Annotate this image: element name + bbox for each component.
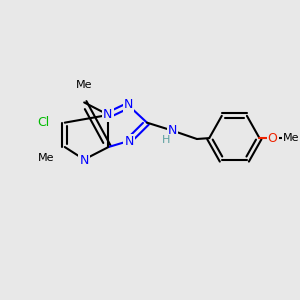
Text: N: N — [124, 98, 133, 111]
Text: N: N — [168, 124, 177, 137]
Text: Cl: Cl — [38, 116, 50, 129]
Text: N: N — [124, 136, 134, 148]
Text: H: H — [162, 136, 171, 146]
Text: O: O — [268, 132, 278, 145]
Text: Me: Me — [283, 133, 299, 143]
Text: Me: Me — [76, 80, 92, 90]
Text: N: N — [103, 107, 112, 121]
Text: N: N — [80, 154, 89, 167]
Text: Me: Me — [38, 153, 54, 163]
